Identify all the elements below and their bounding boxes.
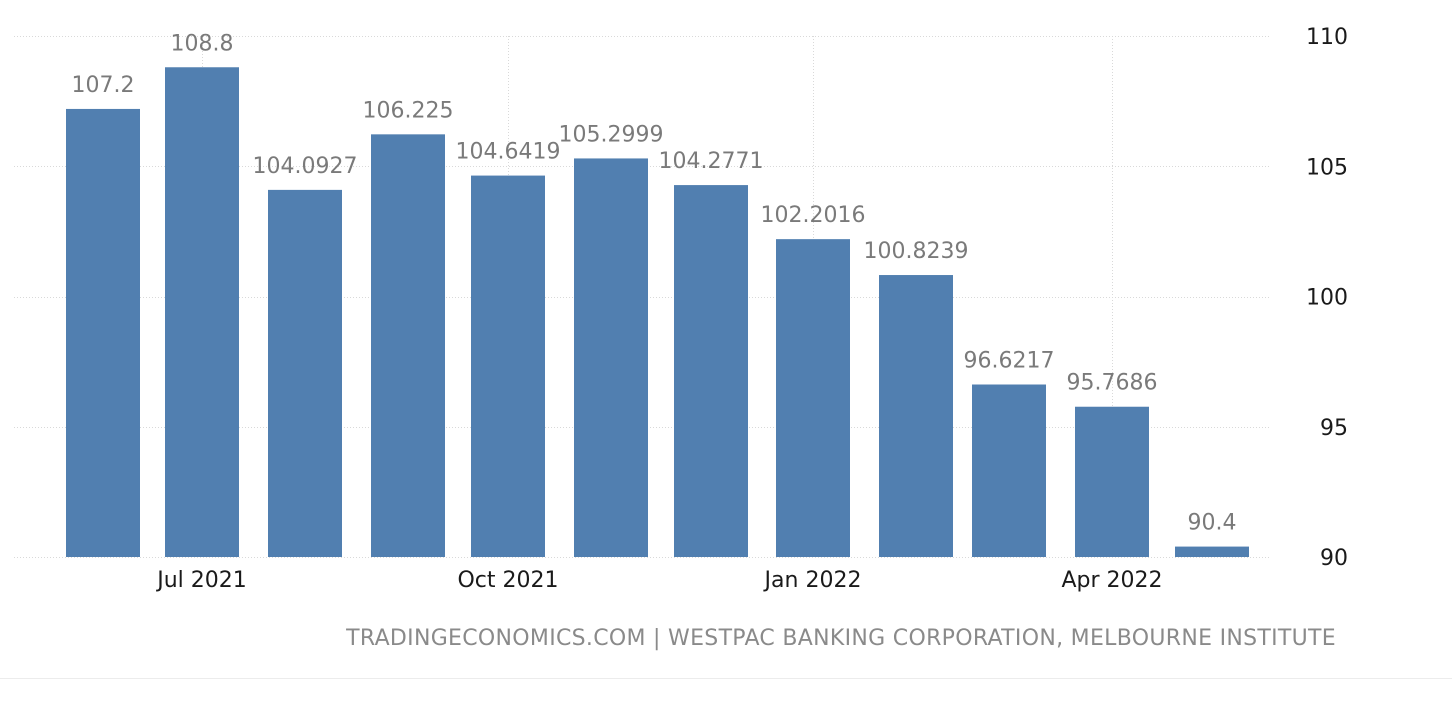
data-label: 102.2016 [761,203,866,228]
x-tick-label: Jan 2022 [763,568,862,593]
data-label: 104.2771 [659,149,764,174]
source-attribution: TRADINGECONOMICS.COM | WESTPAC BANKING C… [346,626,1336,651]
data-label: 107.2 [72,73,135,98]
bar [574,158,648,557]
y-axis: 110 105 100 95 90 [1306,25,1348,571]
bar [674,185,748,557]
data-label: 108.8 [171,31,234,56]
y-tick-label: 105 [1306,155,1348,180]
bar [879,275,953,557]
bar [1075,406,1149,557]
bar [165,67,239,557]
x-tick-label: Jul 2021 [155,568,247,593]
x-tick-label: Oct 2021 [457,568,558,593]
data-label: 95.7686 [1067,371,1158,396]
y-tick-label: 110 [1306,25,1348,50]
data-label: 104.6419 [456,140,561,165]
bars [66,67,1249,558]
data-label: 90.4 [1188,511,1237,536]
y-tick-label: 100 [1306,286,1348,311]
data-label: 104.0927 [253,154,358,179]
data-label: 106.225 [363,98,454,123]
data-label: 105.2999 [559,122,664,147]
bar [776,239,850,557]
bar [1175,546,1249,557]
data-label: 96.6217 [964,349,1055,374]
bottom-divider [0,678,1452,679]
y-tick-label: 90 [1320,546,1348,571]
y-tick-label: 95 [1320,416,1348,441]
x-tick-label: Apr 2022 [1061,568,1162,593]
bar [268,189,342,557]
data-label: 100.8239 [864,239,969,264]
bar [972,384,1046,557]
data-labels: 107.2 108.8 104.0927 106.225104.6419105.299… [72,31,1237,535]
x-axis: Jul 2021 Oct 2021 Jan 2022 Apr 2022 [155,568,1162,593]
bar [371,134,445,557]
bar [66,108,140,557]
bar [471,175,545,558]
